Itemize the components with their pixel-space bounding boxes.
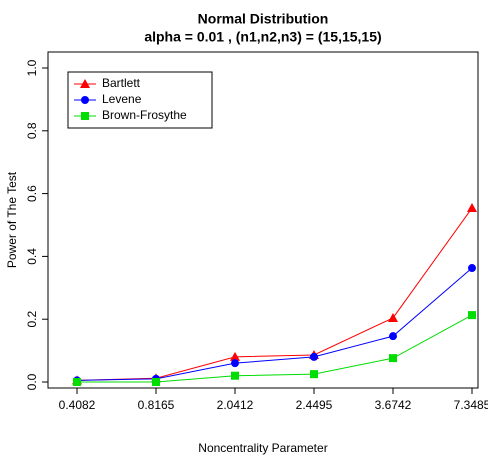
y-tick-label: 1.0 [25,59,39,76]
point [388,312,398,322]
point [310,370,318,379]
legend-label: Brown-Frosythe [102,108,187,122]
point [80,79,90,88]
point [389,354,397,363]
point [310,352,318,361]
chart-subtitle: alpha = 0.01 , (n1,n2,n3) = (15,15,15) [144,29,381,45]
point [467,203,477,213]
plot-box [47,51,479,389]
point [389,332,397,341]
point [230,351,240,361]
series-line [77,314,473,383]
point [81,112,89,120]
legend-label: Bartlett [102,76,141,90]
x-tick-label: 0.8165 [138,398,175,412]
y-tick-label: 0.6 [25,185,39,202]
y-tick-label: 0.8 [25,122,39,139]
point [231,359,239,368]
x-tick-label: 0.4082 [59,398,96,412]
y-tick-label: 0.2 [25,311,39,328]
point [468,311,476,320]
x-tick-label: 3.6742 [375,398,412,412]
y-tick-label: 0.0 [25,373,39,390]
y-axis-label: Power of The Test [5,171,19,268]
x-tick-label: 2.4495 [296,398,333,412]
point [231,371,239,380]
x-tick-label: 2.0412 [217,398,254,412]
series-line [76,207,473,381]
point [468,264,476,273]
series-line [76,267,473,381]
point [152,378,160,386]
x-tick-label: 7.3485 [454,398,488,412]
point [73,378,81,386]
chart-title: Normal Distribution [198,11,329,27]
y-tick-label: 0.4 [25,248,39,265]
legend-label: Levene [102,92,142,106]
point [81,96,89,104]
x-axis-label: Noncentrality Parameter [198,441,327,455]
